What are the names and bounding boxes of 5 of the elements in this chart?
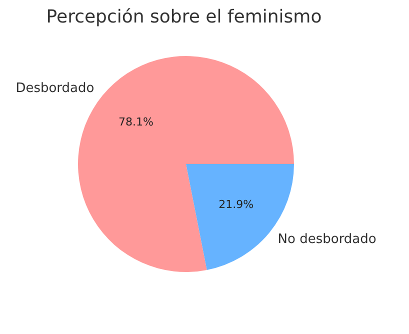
data-label: 21.9% bbox=[218, 198, 254, 212]
slice-label: No desbordado bbox=[278, 232, 376, 247]
data-label: 78.1% bbox=[118, 116, 154, 129]
slice-label: Desbordado bbox=[16, 80, 94, 96]
chart-title: Percepción sobre el feminismo bbox=[46, 6, 322, 28]
